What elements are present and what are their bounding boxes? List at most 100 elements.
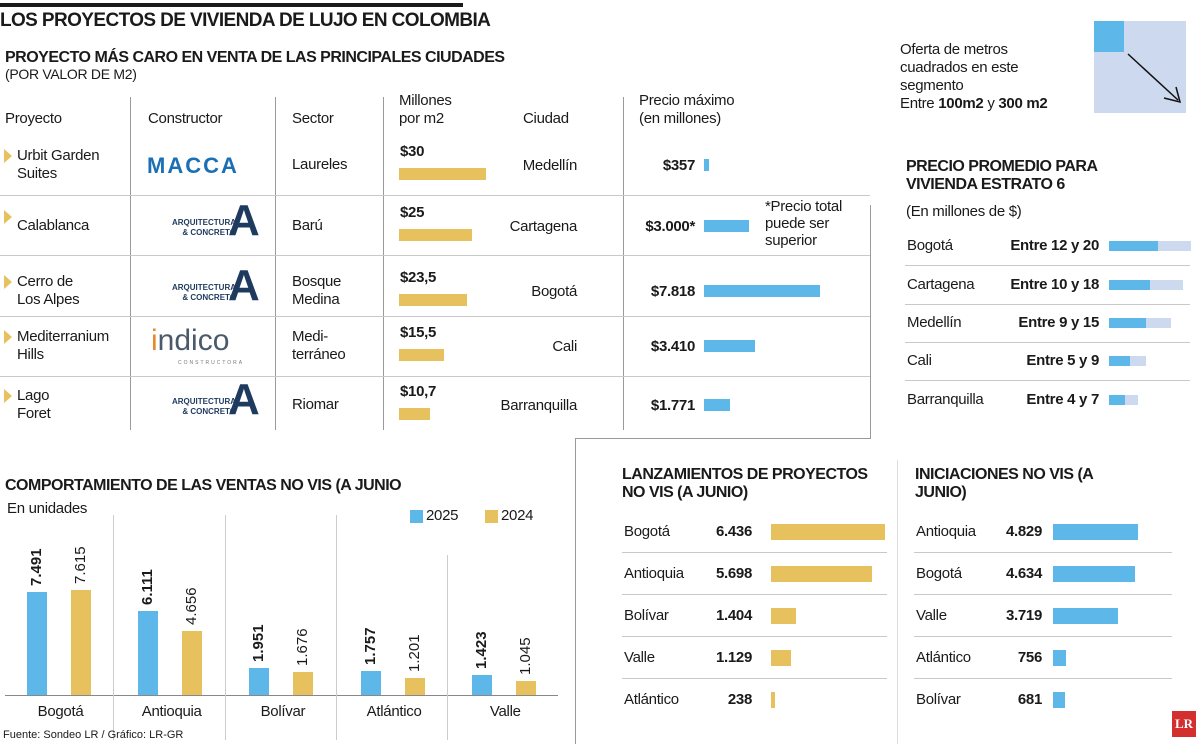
header-project: Proyecto — [5, 110, 62, 127]
bar-2025 — [138, 610, 159, 695]
sector-name: Medina — [292, 291, 340, 308]
city-name: Medellín — [522, 157, 578, 174]
price-value: $3.410 — [650, 338, 695, 355]
row-divider — [0, 195, 870, 196]
value-label: 4.829 — [1005, 523, 1042, 540]
offer-text: Oferta de metros cuadrados en este segme… — [900, 41, 1048, 113]
m2-value: $15,5 — [400, 324, 437, 341]
value-label-2025: 6.111 — [139, 569, 157, 605]
bar — [1053, 650, 1067, 666]
header-builder: Constructor — [148, 110, 223, 127]
category-label: Antioquia — [141, 703, 202, 720]
price-value: $1.771 — [650, 397, 695, 414]
legend-swatch-2024 — [485, 510, 498, 523]
price-note: *Precio total puede ser superior — [765, 198, 842, 249]
value-label: 681 — [1017, 691, 1042, 708]
value-label-2025: 1.423 — [472, 631, 490, 670]
row-divider — [914, 678, 1172, 679]
row-divider — [905, 304, 1190, 305]
project-name: Mediterranium — [17, 328, 109, 345]
m2-bar — [399, 229, 472, 241]
value-label: 238 — [727, 691, 752, 708]
offer-line: Oferta de metros — [900, 41, 1008, 58]
header-price-1: Precio máximo — [639, 92, 735, 109]
stratum-bar-min — [1109, 318, 1146, 328]
project-name: Foret — [17, 405, 51, 422]
sector-name: Barú — [292, 217, 323, 234]
divider — [130, 97, 131, 430]
stratum-bar-min — [1109, 241, 1159, 251]
bar — [771, 566, 872, 582]
row-divider — [914, 636, 1172, 637]
sector-name: terráneo — [292, 346, 346, 363]
category-label: Antioquia — [916, 523, 976, 540]
bar-2025 — [471, 675, 492, 695]
category-label: Bolívar — [624, 607, 669, 624]
category-label: Bogotá — [624, 523, 670, 540]
note-line: puede ser — [765, 215, 830, 232]
bar-2024 — [515, 680, 536, 695]
bar-2024 — [71, 590, 91, 695]
value-label: 1.404 — [715, 607, 752, 624]
header-m2-1: Millones — [399, 92, 452, 109]
lr-logo: LR — [1172, 711, 1196, 737]
arrow-marker-icon — [4, 275, 12, 289]
legend-swatch-2025 — [410, 510, 423, 523]
bar-2024 — [293, 671, 314, 695]
top-rule — [0, 3, 463, 7]
project-name: Calablanca — [17, 217, 90, 234]
row-divider — [914, 594, 1172, 595]
arrow-marker-icon — [4, 149, 12, 163]
divider — [575, 438, 871, 439]
value-label: 756 — [1017, 649, 1042, 666]
price-value: $3.000* — [645, 218, 695, 235]
arrow-marker-icon — [4, 330, 12, 344]
stratum-city: Barranquilla — [907, 391, 984, 408]
page-title: LOS PROYECTOS DE VIVIENDA DE LUJO EN COL… — [0, 10, 491, 31]
value-label: 1.129 — [715, 649, 752, 666]
sector-name: Medi- — [292, 328, 329, 345]
builder-logo-ayc: ARQUITECTURA & CONCRETO — [172, 397, 236, 416]
stratum-city: Cartagena — [907, 276, 975, 293]
row-divider — [0, 316, 870, 317]
row-divider — [914, 552, 1172, 553]
builder-logo-subtext: CONSTRUCTORA — [178, 360, 245, 366]
category-label: Bolívar — [260, 703, 306, 720]
m2-bar — [399, 294, 468, 306]
city-name: Cartagena — [509, 218, 578, 235]
note-line: *Precio total — [765, 198, 842, 215]
row-divider — [622, 678, 887, 679]
stratum-subtitle: (En millones de $) — [906, 203, 1022, 220]
divider — [383, 97, 384, 430]
arrow-marker-icon — [4, 389, 12, 403]
x-axis — [5, 695, 558, 696]
header-sector: Sector — [292, 110, 334, 127]
m2-bar — [399, 349, 444, 361]
m2-value: $23,5 — [400, 269, 437, 286]
value-label-2024: 7.615 — [72, 546, 89, 585]
city-name: Bogotá — [531, 283, 577, 300]
header-city: Ciudad — [523, 110, 569, 127]
group-divider — [336, 515, 337, 740]
note-line: superior — [765, 232, 817, 249]
value-label-2025: 7.491 — [28, 548, 45, 586]
value-label: 6.436 — [715, 523, 752, 540]
value-label-2025: 1.951 — [250, 624, 268, 663]
bar-2025 — [360, 670, 381, 695]
offer-line: cuadrados en este — [900, 59, 1019, 76]
bar — [771, 608, 796, 624]
stratum-title: PRECIO PROMEDIO PARA VIVIENDA ESTRATO 6 — [906, 158, 1097, 193]
divider — [623, 97, 624, 430]
stratum-range: Entre 9 y 15 — [1018, 314, 1099, 331]
sales-title: COMPORTAMIENTO DE LAS VENTAS NO VIS (A J… — [5, 477, 402, 494]
builder-logo-ayc: ARQUITECTURA & CONCRETO — [172, 283, 236, 302]
row-divider — [905, 342, 1190, 343]
price-bar — [704, 399, 731, 411]
bar — [1053, 608, 1119, 624]
sales-subtitle: En unidades — [7, 500, 88, 517]
project-name: Hills — [17, 346, 44, 363]
offer-square-small — [1094, 21, 1124, 52]
bar-2025 — [249, 668, 270, 695]
price-bar — [704, 159, 710, 171]
stratum-bar-min — [1109, 395, 1126, 405]
